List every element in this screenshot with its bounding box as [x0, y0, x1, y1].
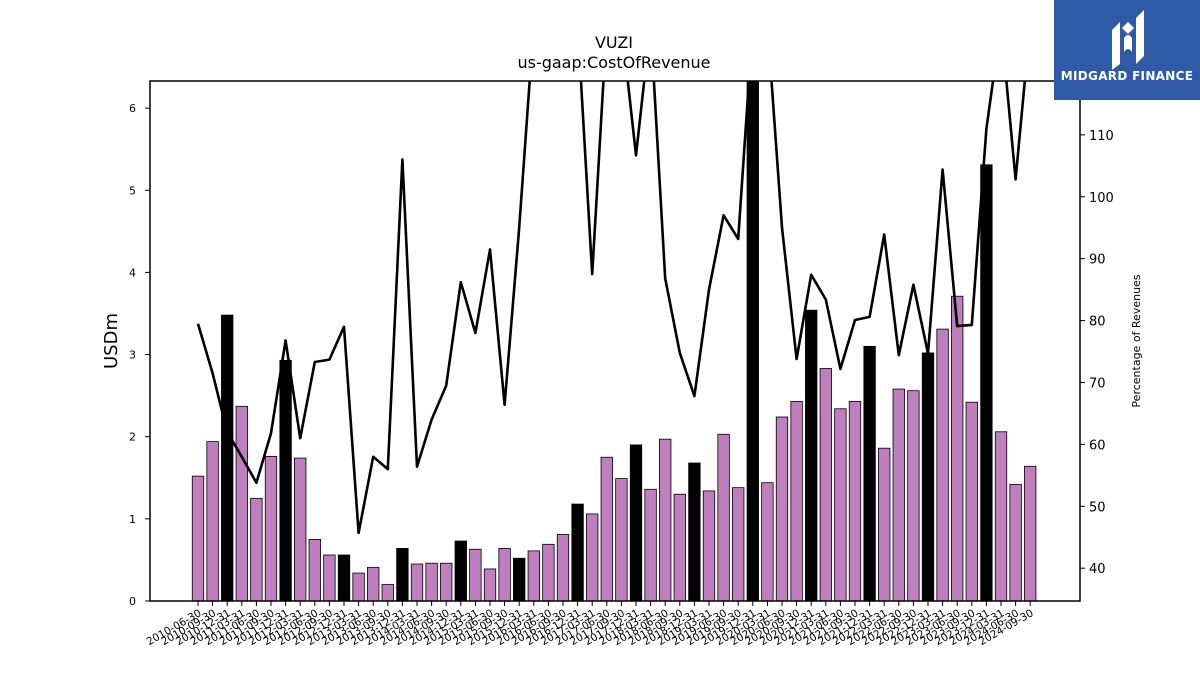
y2-axis-label: Percentage of Revenues — [1130, 274, 1143, 407]
bar — [527, 550, 540, 602]
bar — [819, 368, 832, 602]
bar — [279, 359, 292, 602]
bar — [615, 478, 628, 602]
bar — [469, 548, 482, 602]
percentage-line — [196, 81, 1027, 535]
bar — [410, 563, 424, 602]
bar — [235, 405, 248, 602]
y2-tick-label: 80 — [1089, 315, 1106, 330]
y-tick-label: 6 — [129, 102, 136, 115]
bar — [454, 540, 467, 602]
bar — [264, 456, 278, 602]
bar — [702, 490, 716, 602]
bar — [352, 572, 365, 602]
bar — [498, 548, 511, 602]
bar — [951, 295, 964, 602]
bar — [483, 568, 497, 602]
bar — [1024, 465, 1037, 602]
y-axis-label: USDm — [101, 313, 122, 369]
y-tick-label: 3 — [129, 349, 136, 362]
y2-tick-label: 90 — [1089, 253, 1106, 268]
chart-subtitle: us-gaap:CostOfRevenue — [517, 53, 710, 72]
bar — [1009, 483, 1022, 602]
y2-tick-label: 100 — [1089, 191, 1114, 206]
bar — [980, 164, 993, 602]
bar — [308, 538, 321, 602]
bar — [556, 534, 570, 602]
x-axis: 2010-06-302010-09-302010-12-312011-03-31… — [145, 601, 1036, 648]
bar — [907, 390, 920, 602]
bar — [848, 400, 862, 602]
y-tick-label: 4 — [129, 266, 136, 279]
bar — [921, 352, 935, 602]
chart-title: VUZI — [595, 33, 633, 52]
midgard-finance-logo: MIDGARD FINANCE — [1054, 0, 1200, 100]
bar — [863, 345, 876, 602]
bar — [191, 475, 205, 602]
y-tick-label: 5 — [129, 184, 136, 197]
bar — [805, 309, 818, 602]
plot-frame — [149, 80, 1081, 602]
bar — [790, 400, 803, 602]
bar — [936, 328, 949, 602]
midgard-logo-icon — [1112, 10, 1144, 70]
left-y-axis: 0 1 2 3 4 5 6 — [129, 102, 150, 608]
bar — [878, 447, 891, 602]
bar — [440, 562, 453, 602]
bar — [673, 493, 686, 602]
bar — [221, 314, 234, 602]
bar — [629, 444, 643, 602]
bar — [323, 554, 336, 602]
bar — [206, 441, 219, 602]
bar — [994, 431, 1008, 602]
y2-tick-label: 60 — [1089, 438, 1106, 453]
bar — [892, 388, 905, 602]
bar-series — [191, 80, 1037, 602]
bar — [425, 562, 438, 602]
bar — [367, 566, 380, 602]
bar — [250, 497, 263, 602]
y2-tick-label: 40 — [1089, 562, 1106, 577]
bar — [834, 408, 847, 602]
bar — [396, 548, 409, 602]
bar — [600, 456, 613, 602]
bar — [775, 416, 789, 602]
bar — [644, 488, 657, 602]
bar — [513, 557, 526, 602]
bar — [659, 438, 672, 602]
bar — [571, 503, 584, 602]
bar — [542, 543, 555, 602]
y2-tick-label: 70 — [1089, 376, 1106, 391]
bar — [337, 554, 351, 602]
bar — [746, 80, 759, 602]
right-y-axis: 40 50 60 70 80 90 100 110 — [1080, 129, 1114, 577]
y-tick-label: 1 — [129, 513, 136, 526]
bar — [586, 513, 599, 602]
bar — [381, 584, 394, 602]
y2-tick-label: 50 — [1089, 500, 1106, 515]
y-tick-label: 2 — [129, 431, 136, 444]
bar — [688, 462, 701, 602]
bar — [761, 482, 774, 602]
logo-text: MIDGARD FINANCE — [1060, 69, 1194, 83]
y2-tick-label: 110 — [1089, 129, 1114, 144]
percentage-line-series — [196, 81, 1027, 535]
bar — [294, 457, 307, 602]
bar — [732, 487, 745, 602]
bar — [717, 433, 730, 602]
bar — [965, 401, 978, 602]
y-tick-label: 0 — [129, 595, 136, 608]
